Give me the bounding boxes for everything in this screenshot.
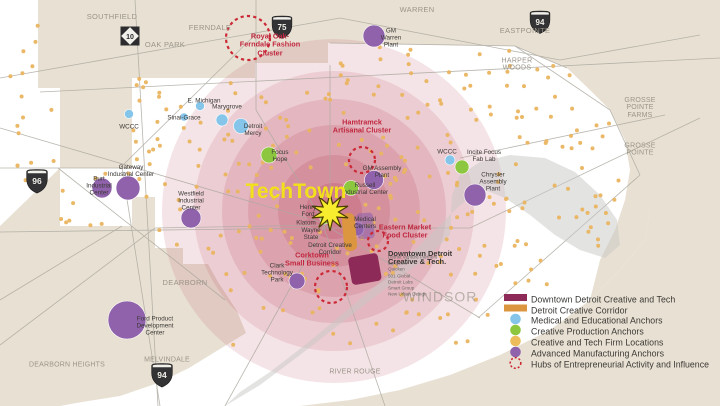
svg-text:96: 96 (32, 176, 42, 186)
svg-text:10: 10 (126, 34, 134, 41)
svg-text:94: 94 (157, 370, 167, 380)
